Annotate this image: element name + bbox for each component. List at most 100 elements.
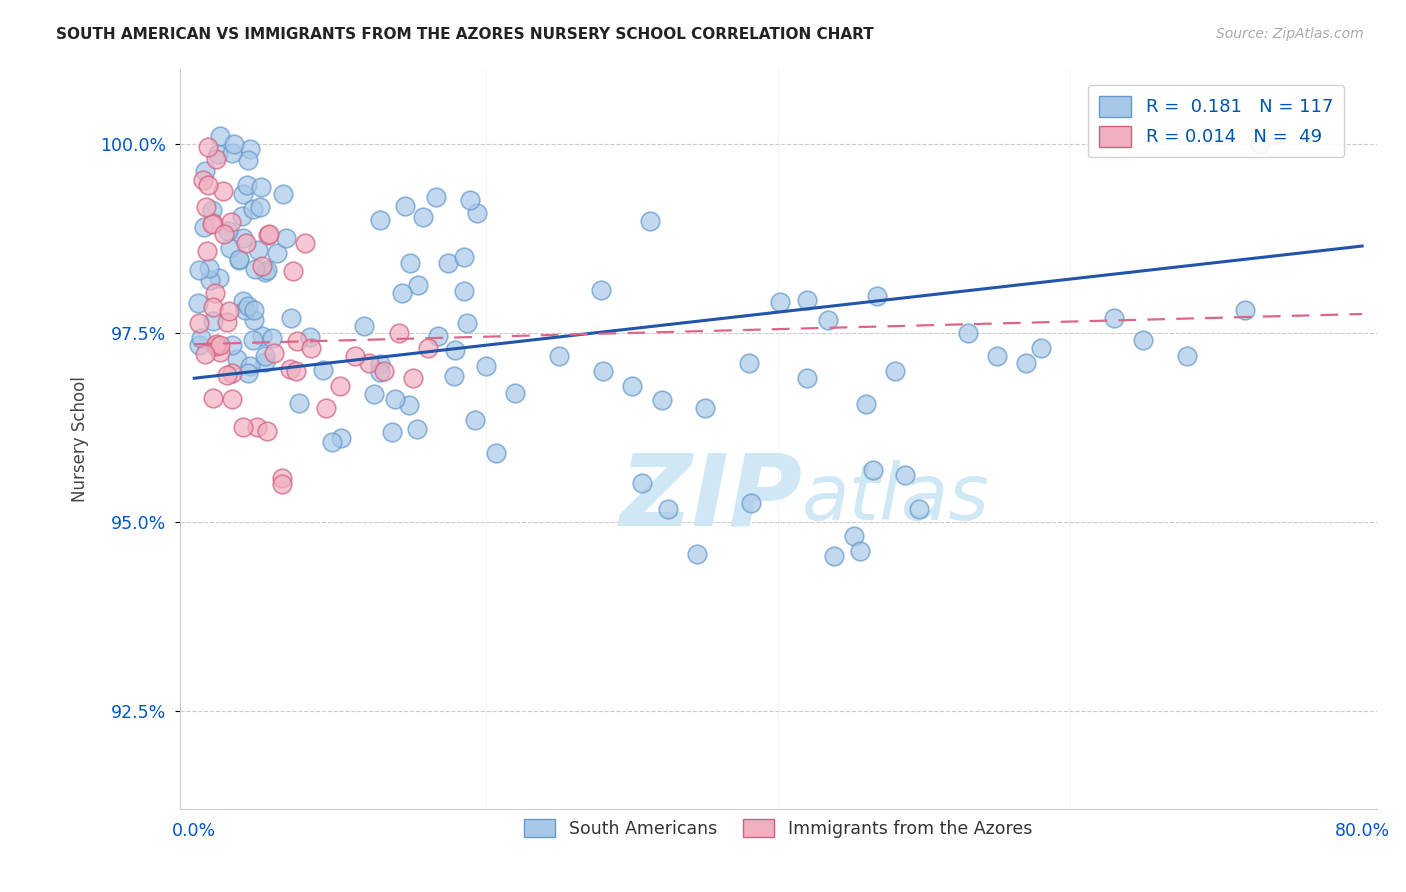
Point (281, 264, 304, 278)
Point (548, 349, 571, 363)
Point (228, 252, 250, 267)
Point (249, 200, 271, 214)
Point (884, 364, 907, 378)
Point (231, 209, 253, 223)
Point (198, 273, 221, 287)
Point (197, 140, 219, 154)
Point (204, 339, 226, 353)
Point (280, 310, 302, 325)
Point (201, 215, 224, 229)
Point (204, 286, 226, 301)
Point (228, 252, 250, 267)
Point (193, 173, 215, 187)
Point (236, 366, 259, 380)
Point (285, 334, 308, 349)
Point (208, 270, 231, 285)
Point (443, 369, 465, 384)
Point (842, 529, 865, 543)
Point (299, 341, 322, 355)
Point (222, 137, 245, 152)
Point (399, 256, 422, 270)
Y-axis label: Nursery School: Nursery School (72, 376, 89, 501)
Point (384, 392, 406, 407)
Point (740, 495, 762, 509)
Point (485, 446, 508, 460)
Point (1102, 310, 1125, 325)
Point (986, 349, 1008, 363)
Point (212, 227, 235, 241)
Point (201, 300, 224, 314)
Point (205, 337, 228, 351)
Point (1029, 341, 1052, 355)
Point (621, 378, 644, 392)
Point (388, 326, 411, 340)
Point (201, 391, 224, 405)
Point (1234, 303, 1257, 318)
Point (270, 477, 292, 491)
Point (205, 152, 228, 166)
Point (294, 236, 316, 251)
Point (236, 178, 259, 192)
Point (368, 213, 391, 227)
Point (190, 331, 212, 345)
Point (197, 178, 219, 192)
Text: Source: ZipAtlas.com: Source: ZipAtlas.com (1216, 27, 1364, 41)
Point (1175, 349, 1198, 363)
Point (242, 202, 264, 216)
Point (311, 362, 333, 376)
Point (505, 386, 527, 401)
Point (406, 277, 429, 292)
Point (425, 190, 447, 204)
Point (243, 313, 266, 327)
Point (394, 199, 416, 213)
Point (278, 361, 301, 376)
Point (287, 395, 309, 409)
Point (343, 349, 366, 363)
Point (796, 293, 818, 308)
Point (256, 424, 278, 438)
Point (321, 435, 343, 450)
Point (271, 186, 294, 201)
Point (256, 263, 278, 277)
Point (796, 371, 818, 385)
Point (238, 299, 260, 313)
Point (373, 364, 395, 378)
Point (437, 255, 460, 269)
Point (685, 547, 707, 561)
Point (266, 246, 288, 260)
Point (453, 285, 475, 299)
Point (456, 317, 478, 331)
Point (193, 219, 215, 234)
Text: SOUTH AMERICAN VS IMMIGRANTS FROM THE AZORES NURSERY SCHOOL CORRELATION CHART: SOUTH AMERICAN VS IMMIGRANTS FROM THE AZ… (56, 27, 875, 42)
Point (260, 330, 283, 344)
Point (299, 329, 322, 343)
Point (368, 357, 391, 371)
Point (235, 235, 257, 250)
Point (200, 203, 222, 218)
Point (638, 214, 661, 228)
Point (276, 230, 298, 244)
Point (208, 129, 231, 144)
Point (823, 549, 845, 563)
Point (458, 193, 481, 207)
Point (591, 283, 613, 297)
Point (247, 243, 270, 257)
Point (1132, 334, 1154, 348)
Point (219, 215, 242, 229)
Point (363, 386, 385, 401)
Point (253, 354, 276, 368)
Point (211, 184, 233, 198)
Legend: South Americans, Immigrants from the Azores: South Americans, Immigrants from the Azo… (517, 812, 1039, 845)
Point (1015, 356, 1038, 370)
Point (380, 425, 402, 440)
Point (329, 431, 352, 445)
Point (195, 244, 218, 259)
Point (631, 476, 654, 491)
Point (187, 296, 209, 310)
Point (194, 164, 217, 178)
Point (188, 338, 211, 352)
Point (849, 544, 872, 558)
Point (263, 345, 285, 359)
Point (257, 228, 280, 243)
Point (232, 294, 254, 309)
